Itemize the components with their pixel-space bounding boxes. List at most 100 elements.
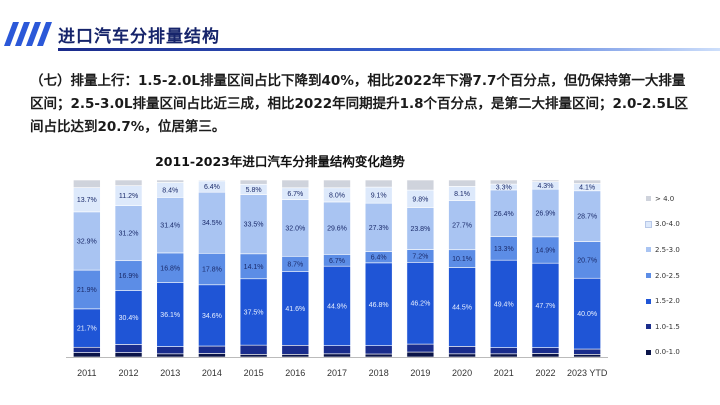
bar-segment-1015-2021: [489, 347, 518, 355]
legend-item: 1.5-2.0: [646, 288, 716, 314]
data-label: 4.1%: [579, 185, 595, 192]
bar-segment-2530-2018: [364, 202, 393, 252]
data-label: 37.5%: [244, 309, 264, 316]
bar-segment-2025-2012: [114, 260, 143, 291]
data-label: 8.4%: [162, 187, 178, 194]
bar-segment-1015-2014: [198, 345, 226, 354]
bar-segment-0010-2022: [531, 353, 560, 358]
bar-segment-2530-2013: [156, 197, 185, 254]
legend-swatch: [646, 273, 651, 279]
data-label: 20.7%: [577, 257, 597, 264]
data-label: 33.5%: [244, 222, 264, 229]
data-label: 46.8%: [369, 302, 389, 309]
x-tick-label: 2012: [119, 368, 139, 378]
x-tick-label: 2023 YTD: [567, 368, 608, 378]
data-label: 26.9%: [536, 211, 556, 218]
bar-segment-2530-2011: [73, 211, 101, 271]
bar-segment-0010-2020: [448, 353, 476, 358]
data-label: 14.1%: [244, 264, 264, 271]
bar-segment-1520-2014: [198, 284, 226, 347]
bar-segment-40-2014: [198, 179, 226, 182]
data-label: 9.8%: [412, 196, 428, 203]
data-label: 17.8%: [202, 267, 222, 274]
bar-segment-2530-2012: [114, 205, 143, 262]
bar-segment-0010-2019: [406, 351, 435, 358]
bar-segment-2530-2016: [281, 199, 310, 257]
data-label: 11.2%: [119, 193, 138, 200]
bar-segment-0010-2012: [114, 352, 143, 358]
bar-segment-40-2015: [239, 179, 268, 185]
data-label: 28.7%: [577, 214, 597, 221]
bar-segment-0010-2013: [156, 353, 185, 358]
bar-segment-0010-2023YTD: [573, 354, 601, 358]
bar-segment-2025-2011: [73, 269, 101, 310]
bar-segment-40-2013: [156, 179, 185, 183]
bar-segment-2530-2021: [489, 189, 518, 237]
data-label: 4.3%: [537, 183, 553, 190]
bar-segment-2530-2023YTD: [573, 190, 601, 242]
data-label: 16.9%: [119, 273, 139, 280]
legend-label: > 4.0: [655, 194, 675, 203]
data-label: 27.7%: [452, 223, 472, 230]
bar-segment-40-2012: [114, 179, 143, 186]
x-tick-label: 2017: [327, 368, 347, 378]
bar-segment-1520-2015: [239, 278, 268, 346]
bar-segment-40-2022: [531, 179, 560, 182]
data-label: 44.5%: [452, 304, 472, 311]
bar-segment-0010-2014: [198, 353, 226, 358]
bar-segment-40-2018: [364, 179, 393, 188]
legend-swatch: [646, 247, 651, 253]
data-label: 21.7%: [77, 326, 97, 333]
legend-label: 1.0-1.5: [655, 322, 680, 331]
data-label: 5.8%: [246, 187, 262, 194]
bar-segment-1520-2016: [281, 271, 310, 346]
summary-paragraph: （七）排量上行：1.5-2.0L排量区间占比下降到40%，相比2022年下滑7.…: [30, 73, 689, 135]
data-label: 30.4%: [119, 315, 139, 322]
legend-label: 0.0-1.0: [655, 348, 680, 357]
bar-segment-1015-2011: [73, 346, 101, 353]
chart-title: 2011-2023年进口汽车分排量结构变化趋势: [155, 154, 405, 169]
bar-segment-0010-2015: [239, 354, 268, 358]
legend-label: 3.0-4.0: [655, 220, 680, 229]
data-label: 3.3%: [496, 184, 512, 191]
bar-segment-40-2011: [73, 179, 101, 188]
x-tick-label: 2022: [535, 368, 555, 378]
data-label: 23.8%: [410, 226, 430, 233]
data-label: 9.1%: [371, 193, 387, 200]
bar-segment-2025-2015: [239, 253, 268, 280]
bar-segment-0010-2011: [73, 352, 101, 358]
legend-item: 2.5-3.0: [646, 237, 716, 263]
bar-segment-40-2016: [281, 179, 310, 189]
legend-swatch: [645, 220, 652, 228]
bar-segment-0010-2018: [364, 353, 393, 358]
bar-segment-2025-2013: [156, 252, 185, 283]
bar-segment-40-2023YTD: [573, 179, 601, 184]
bar-segment-1520-2023YTD: [573, 277, 601, 350]
data-label: 34.6%: [202, 313, 222, 320]
bar-segment-40-2021: [489, 179, 518, 185]
legend-item: 3.0-4.0: [645, 212, 716, 238]
legend-label: 2.5-3.0: [655, 245, 680, 254]
data-label: 26.4%: [494, 211, 514, 218]
legend-item: 0.0-1.0: [646, 340, 716, 366]
bar-segment-1015-2018: [364, 345, 393, 355]
x-tick-label: 2021: [494, 368, 514, 378]
bar-segment-2530-2017: [323, 201, 351, 255]
legend-swatch: [646, 196, 651, 202]
data-label: 13.7%: [77, 197, 97, 204]
bar-segment-0010-2016: [281, 354, 310, 358]
bar-segment-1015-2013: [156, 346, 185, 355]
x-tick-label: 2020: [452, 368, 472, 378]
data-label: 41.6%: [285, 306, 305, 313]
bar-segment-40-2017: [323, 179, 351, 189]
data-label: 7.2%: [412, 253, 428, 260]
header-divider: [58, 48, 720, 51]
bar-segment-0010-2017: [323, 353, 351, 358]
bar-segment-1015-2022: [531, 347, 560, 354]
bar-segment-1520-2017: [323, 265, 351, 346]
data-label: 21.9%: [77, 287, 97, 294]
bar-segment-1015-2017: [323, 345, 351, 355]
chart-legend: > 4.0 3.0-4.0 2.5-3.0 2.0-2.5 1.5-2.0 1.0-1.5…: [645, 186, 716, 366]
data-label: 6.4%: [371, 255, 387, 262]
bar-segment-1520-2020: [448, 267, 476, 347]
